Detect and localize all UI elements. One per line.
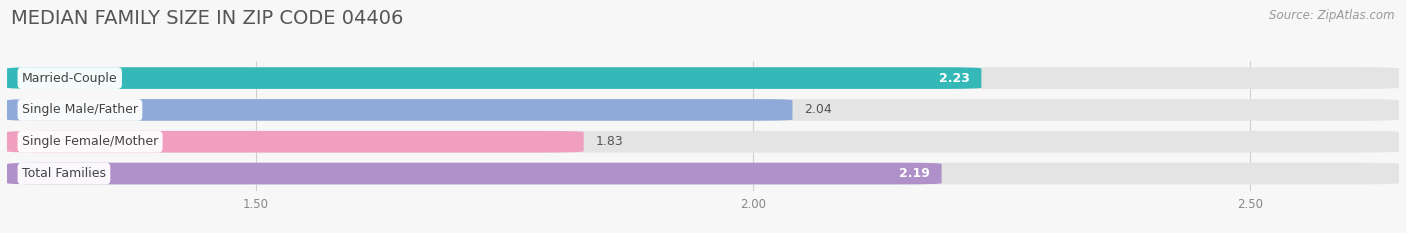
FancyBboxPatch shape (7, 131, 1399, 153)
FancyBboxPatch shape (7, 67, 1399, 89)
Text: 2.04: 2.04 (804, 103, 832, 116)
Text: 1.83: 1.83 (596, 135, 623, 148)
Text: MEDIAN FAMILY SIZE IN ZIP CODE 04406: MEDIAN FAMILY SIZE IN ZIP CODE 04406 (11, 9, 404, 28)
FancyBboxPatch shape (7, 131, 583, 153)
Text: Source: ZipAtlas.com: Source: ZipAtlas.com (1270, 9, 1395, 22)
FancyBboxPatch shape (7, 163, 942, 184)
Text: 2.23: 2.23 (939, 72, 970, 85)
Text: Married-Couple: Married-Couple (22, 72, 118, 85)
Text: Single Male/Father: Single Male/Father (22, 103, 138, 116)
Text: 2.19: 2.19 (898, 167, 929, 180)
Text: Single Female/Mother: Single Female/Mother (22, 135, 159, 148)
FancyBboxPatch shape (7, 99, 1399, 121)
FancyBboxPatch shape (7, 163, 1399, 184)
FancyBboxPatch shape (7, 67, 981, 89)
FancyBboxPatch shape (7, 99, 793, 121)
Text: Total Families: Total Families (22, 167, 105, 180)
